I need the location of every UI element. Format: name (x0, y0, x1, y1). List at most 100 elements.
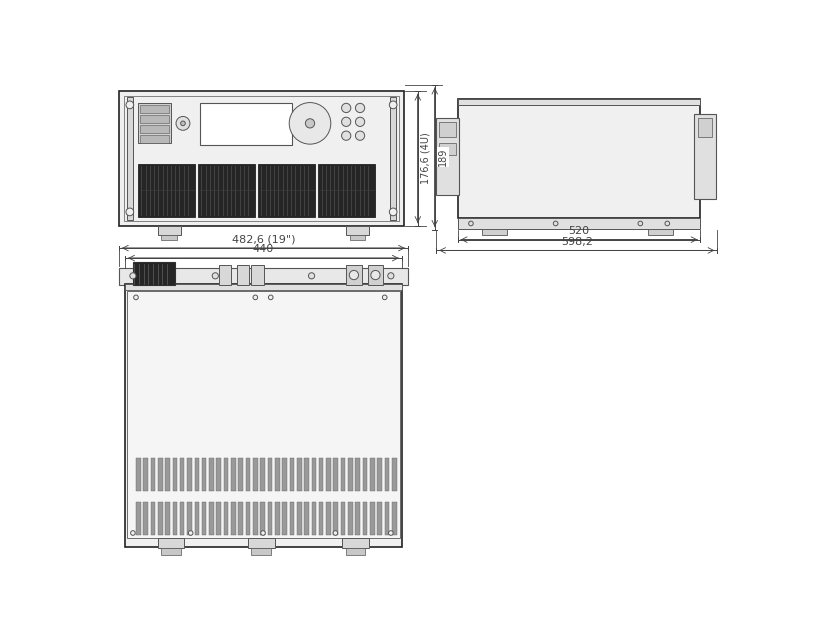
Bar (346, 548, 365, 554)
Bar (139, 103, 171, 143)
Bar (304, 502, 309, 534)
Bar (224, 458, 229, 491)
Bar (290, 502, 295, 534)
Bar (436, 118, 460, 195)
Bar (275, 458, 280, 491)
Bar (363, 458, 367, 491)
Bar (341, 502, 346, 534)
Bar (125, 284, 402, 290)
Bar (139, 164, 196, 217)
Bar (377, 458, 382, 491)
Bar (151, 502, 155, 534)
Bar (267, 458, 272, 491)
Bar (253, 502, 257, 534)
Bar (333, 458, 338, 491)
Circle shape (370, 271, 380, 280)
Circle shape (356, 117, 365, 127)
Circle shape (356, 104, 365, 113)
Text: 482,6 (19"): 482,6 (19") (232, 234, 295, 244)
Circle shape (382, 295, 387, 300)
Bar (151, 458, 155, 491)
Bar (368, 265, 383, 285)
Text: 440: 440 (252, 244, 274, 254)
Bar (333, 502, 338, 534)
Bar (297, 458, 302, 491)
Circle shape (665, 221, 670, 226)
Circle shape (388, 273, 394, 279)
Bar (238, 502, 243, 534)
Bar (458, 99, 700, 105)
Bar (297, 502, 302, 534)
Text: 598,2: 598,2 (561, 237, 592, 246)
Bar (439, 122, 455, 137)
Circle shape (638, 221, 643, 226)
Circle shape (290, 103, 331, 144)
Bar (248, 538, 275, 548)
Bar (158, 458, 163, 491)
Bar (200, 103, 292, 145)
Bar (162, 235, 177, 240)
Bar (341, 458, 346, 491)
Bar (246, 502, 250, 534)
Bar (350, 235, 365, 240)
Bar (390, 97, 396, 220)
Bar (267, 502, 272, 534)
Bar (318, 502, 323, 534)
Bar (648, 229, 672, 235)
Bar (252, 548, 271, 554)
Bar (304, 458, 309, 491)
Bar (210, 458, 214, 491)
Circle shape (342, 104, 351, 113)
Bar (326, 502, 331, 534)
Bar (261, 502, 265, 534)
Bar (290, 458, 295, 491)
Bar (370, 458, 375, 491)
Bar (158, 226, 181, 235)
Bar (124, 96, 399, 221)
Bar (384, 458, 389, 491)
Bar (162, 548, 181, 554)
Bar (140, 125, 169, 132)
Circle shape (342, 131, 351, 140)
Bar (180, 458, 185, 491)
Bar (346, 226, 370, 235)
Bar (180, 502, 185, 534)
Bar (392, 458, 397, 491)
Circle shape (212, 273, 219, 279)
Bar (231, 458, 236, 491)
Bar (216, 458, 221, 491)
Bar (318, 164, 375, 217)
Bar (125, 284, 402, 547)
Bar (158, 538, 185, 548)
Bar (158, 502, 163, 534)
Bar (384, 502, 389, 534)
Bar (136, 458, 140, 491)
Circle shape (342, 117, 351, 127)
Bar (195, 502, 199, 534)
Bar (282, 458, 287, 491)
Circle shape (305, 119, 314, 128)
Bar (348, 458, 353, 491)
Bar (695, 114, 716, 199)
Bar (202, 502, 206, 534)
Bar (165, 502, 170, 534)
Bar (195, 458, 199, 491)
Circle shape (309, 273, 314, 279)
Circle shape (188, 530, 193, 536)
Circle shape (126, 208, 134, 216)
Bar (356, 458, 360, 491)
Bar (261, 458, 265, 491)
Bar (312, 502, 316, 534)
Bar (348, 502, 353, 534)
Bar (216, 502, 221, 534)
Bar (119, 268, 408, 285)
Circle shape (356, 131, 365, 140)
Bar (392, 502, 397, 534)
Bar (172, 458, 177, 491)
Bar (127, 97, 133, 220)
Circle shape (389, 101, 397, 109)
Bar (198, 164, 256, 217)
Text: 176,6 (4U): 176,6 (4U) (421, 132, 431, 185)
Bar (377, 502, 382, 534)
Bar (458, 99, 700, 218)
